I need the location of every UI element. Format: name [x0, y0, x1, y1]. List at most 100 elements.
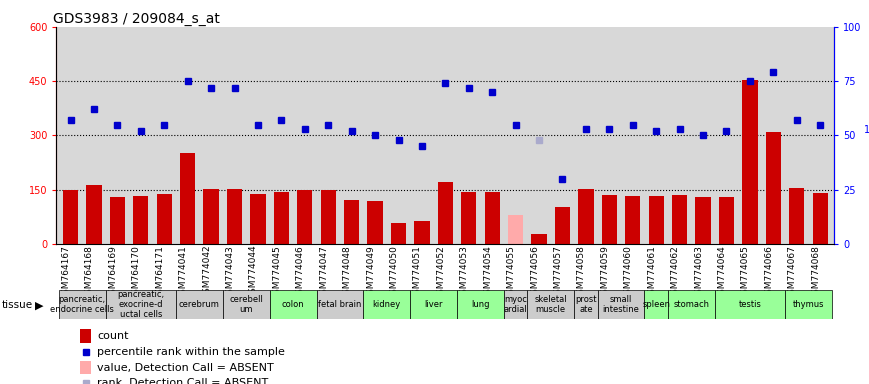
Text: GSM774042: GSM774042: [202, 245, 211, 300]
Bar: [485, 192, 500, 244]
Bar: [601, 195, 617, 244]
Bar: [415, 222, 429, 244]
Bar: [80, 329, 91, 343]
Text: colon: colon: [282, 300, 304, 309]
Text: skeletal
muscle: skeletal muscle: [534, 295, 567, 314]
FancyBboxPatch shape: [176, 290, 222, 319]
Bar: [321, 190, 335, 244]
Text: GSM774050: GSM774050: [389, 245, 399, 300]
Text: thymus: thymus: [793, 300, 824, 309]
Bar: [250, 194, 266, 244]
FancyBboxPatch shape: [668, 290, 715, 319]
Text: GSM764171: GSM764171: [156, 245, 164, 300]
Text: GSM774053: GSM774053: [460, 245, 468, 300]
Text: spleen: spleen: [642, 300, 670, 309]
FancyBboxPatch shape: [316, 290, 363, 319]
Text: pancreatic,
exocrine-d
uctal cells: pancreatic, exocrine-d uctal cells: [117, 290, 164, 318]
Bar: [742, 80, 758, 244]
FancyBboxPatch shape: [504, 290, 527, 319]
Text: GSM774058: GSM774058: [577, 245, 586, 300]
Text: GSM774063: GSM774063: [694, 245, 703, 300]
Text: GDS3983 / 209084_s_at: GDS3983 / 209084_s_at: [53, 12, 220, 26]
Text: value, Detection Call = ABSENT: value, Detection Call = ABSENT: [97, 362, 274, 372]
FancyBboxPatch shape: [363, 290, 410, 319]
Text: GSM774051: GSM774051: [413, 245, 422, 300]
Bar: [344, 200, 359, 244]
Bar: [648, 196, 664, 244]
FancyBboxPatch shape: [645, 290, 668, 319]
Text: GSM774062: GSM774062: [671, 245, 680, 300]
Bar: [461, 192, 476, 244]
Text: GSM774055: GSM774055: [507, 245, 515, 300]
Text: GSM774059: GSM774059: [600, 245, 609, 300]
Text: GSM774060: GSM774060: [624, 245, 633, 300]
Bar: [274, 192, 289, 244]
Bar: [438, 182, 453, 244]
Bar: [109, 197, 125, 244]
Bar: [578, 189, 594, 244]
FancyBboxPatch shape: [59, 290, 106, 319]
Text: GSM774056: GSM774056: [530, 245, 539, 300]
Text: lung: lung: [471, 300, 490, 309]
Text: GSM774052: GSM774052: [436, 245, 445, 300]
Bar: [555, 207, 570, 244]
Bar: [695, 197, 711, 244]
Text: GSM774066: GSM774066: [765, 245, 773, 300]
Text: pancreatic,
endocrine cells: pancreatic, endocrine cells: [50, 295, 114, 314]
Text: GSM774046: GSM774046: [295, 245, 305, 300]
FancyBboxPatch shape: [457, 290, 504, 319]
Text: GSM774057: GSM774057: [554, 245, 562, 300]
FancyBboxPatch shape: [527, 290, 574, 319]
Bar: [672, 195, 687, 244]
Text: tissue: tissue: [2, 300, 33, 310]
Text: ▶: ▶: [35, 300, 43, 310]
Text: fetal brain: fetal brain: [318, 300, 362, 309]
Bar: [508, 215, 523, 244]
Text: GSM774061: GSM774061: [647, 245, 656, 300]
Text: myoc
ardial: myoc ardial: [504, 295, 527, 314]
Bar: [297, 190, 313, 244]
Bar: [789, 188, 805, 244]
Bar: [156, 194, 172, 244]
Text: GSM774048: GSM774048: [342, 245, 352, 300]
Bar: [368, 201, 382, 244]
Text: cerebrum: cerebrum: [179, 300, 220, 309]
Text: GSM774049: GSM774049: [366, 245, 375, 300]
Text: kidney: kidney: [373, 300, 401, 309]
Text: percentile rank within the sample: percentile rank within the sample: [97, 347, 285, 358]
Text: GSM764167: GSM764167: [62, 245, 70, 300]
Bar: [227, 189, 242, 244]
Text: GSM774044: GSM774044: [249, 245, 258, 300]
Text: rank, Detection Call = ABSENT: rank, Detection Call = ABSENT: [97, 378, 269, 384]
Bar: [719, 197, 734, 244]
Bar: [766, 132, 781, 244]
Bar: [625, 196, 640, 244]
Text: GSM774047: GSM774047: [319, 245, 328, 300]
Text: GSM774045: GSM774045: [272, 245, 282, 300]
FancyBboxPatch shape: [106, 290, 176, 319]
Text: count: count: [97, 331, 129, 341]
Text: prost
ate: prost ate: [575, 295, 597, 314]
Bar: [532, 234, 547, 244]
Text: testis: testis: [739, 300, 761, 309]
Bar: [813, 193, 828, 244]
FancyBboxPatch shape: [715, 290, 785, 319]
Text: cerebell
um: cerebell um: [229, 295, 263, 314]
Text: GSM764169: GSM764169: [109, 245, 117, 300]
Y-axis label: 100%: 100%: [865, 125, 869, 136]
FancyBboxPatch shape: [269, 290, 316, 319]
FancyBboxPatch shape: [410, 290, 457, 319]
Text: GSM774065: GSM774065: [741, 245, 750, 300]
FancyBboxPatch shape: [574, 290, 598, 319]
Bar: [86, 185, 102, 244]
Text: GSM774067: GSM774067: [788, 245, 797, 300]
Bar: [63, 190, 78, 244]
Text: GSM774054: GSM774054: [483, 245, 492, 300]
FancyBboxPatch shape: [222, 290, 269, 319]
Text: GSM764170: GSM764170: [132, 245, 141, 300]
Bar: [133, 196, 149, 244]
Text: stomach: stomach: [673, 300, 709, 309]
FancyBboxPatch shape: [598, 290, 645, 319]
Text: GSM774043: GSM774043: [226, 245, 235, 300]
Bar: [180, 153, 196, 244]
